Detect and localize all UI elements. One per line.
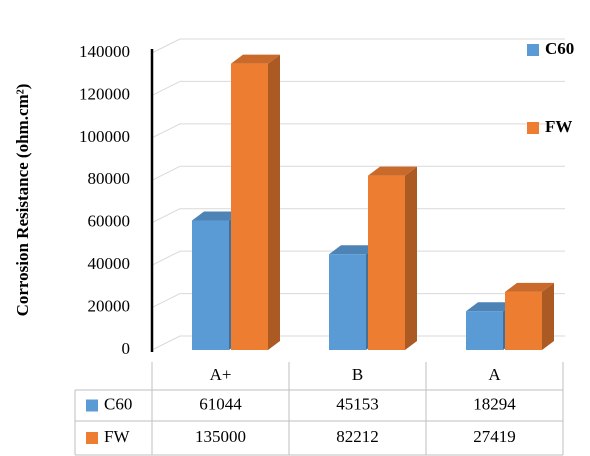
y-tick-label: 60000 [88, 212, 131, 231]
legend-key [527, 122, 539, 134]
bar-top [505, 282, 554, 292]
table-value: 45153 [336, 394, 379, 413]
bar-top [368, 166, 417, 176]
table-legend-key [86, 399, 98, 412]
y-tick-label: 80000 [88, 169, 131, 188]
x-tick-label: B [352, 365, 363, 384]
x-tick-label: A [488, 365, 501, 384]
grid-line [151, 80, 181, 96]
table-value: 61044 [199, 394, 242, 413]
grid-line [151, 335, 181, 351]
legend-label: C60 [545, 39, 574, 58]
y-tick-label: 20000 [88, 296, 131, 315]
bar-side [542, 282, 554, 350]
table-value: 18294 [473, 394, 516, 413]
bar-side [268, 54, 280, 350]
bar [368, 175, 405, 350]
grid-line [151, 293, 181, 309]
bar-top [231, 54, 280, 64]
table-series-name: C60 [104, 394, 132, 413]
table-value: 135000 [195, 427, 246, 446]
bar [505, 291, 542, 350]
legend-label: FW [545, 117, 572, 136]
bar-top [192, 211, 241, 221]
table-value: 82212 [336, 427, 379, 446]
y-tick-label: 100000 [79, 127, 130, 146]
y-tick-label: 0 [122, 339, 131, 358]
bar-top [466, 302, 515, 312]
table-series-name: FW [104, 427, 130, 446]
bar [466, 311, 503, 350]
x-tick-label: A+ [210, 365, 232, 384]
bar [192, 220, 229, 350]
table-legend-key [86, 432, 98, 444]
grid-line [151, 38, 181, 54]
grid-line [151, 250, 181, 266]
y-tick-label: 120000 [79, 84, 130, 103]
legend-key [527, 44, 539, 56]
bar-side [405, 166, 417, 350]
grid-line [151, 208, 181, 224]
bar-top [329, 245, 378, 255]
y-axis-label: Corrosion Resistance (ohm.cm²) [13, 84, 32, 317]
table-value: 27419 [473, 427, 516, 446]
grid-line [151, 123, 181, 139]
grid-line [151, 165, 181, 181]
y-tick-label: 40000 [88, 254, 131, 273]
y-tick-label: 140000 [79, 42, 130, 61]
bar [329, 254, 366, 350]
bar [231, 63, 268, 350]
